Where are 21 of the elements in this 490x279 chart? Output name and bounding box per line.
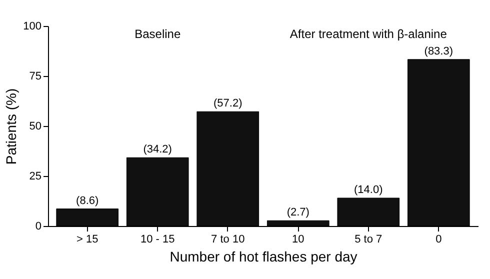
- x-tick-label: 5 to 7: [354, 234, 382, 246]
- data-label: (8.6): [76, 194, 99, 207]
- x-tick-label: 0: [436, 234, 442, 246]
- x-tick-label: > 15: [76, 234, 98, 246]
- y-tick-label: 75: [29, 70, 42, 82]
- y-tick-label: 25: [29, 170, 42, 182]
- x-axis-title: Number of hot flashes per day: [170, 248, 358, 264]
- annotation: Baseline: [134, 27, 181, 41]
- x-tick-label: 10: [292, 234, 304, 246]
- annotation: After treatment with β-alanine: [290, 27, 448, 41]
- data-label: (14.0): [354, 184, 383, 196]
- data-label: (57.2): [213, 98, 242, 110]
- y-axis-title: Patients (%): [3, 88, 20, 165]
- data-label: (83.3): [424, 45, 454, 58]
- y-tick-label: 0: [35, 220, 42, 232]
- y-tick-label: 100: [23, 20, 42, 32]
- y-tick-label: 50: [29, 120, 42, 132]
- data-label: (34.2): [143, 144, 172, 156]
- x-tick-label: 10 - 15: [140, 234, 175, 246]
- x-tick-label: 7 to 10: [211, 234, 245, 246]
- data-label: (2.7): [286, 206, 310, 219]
